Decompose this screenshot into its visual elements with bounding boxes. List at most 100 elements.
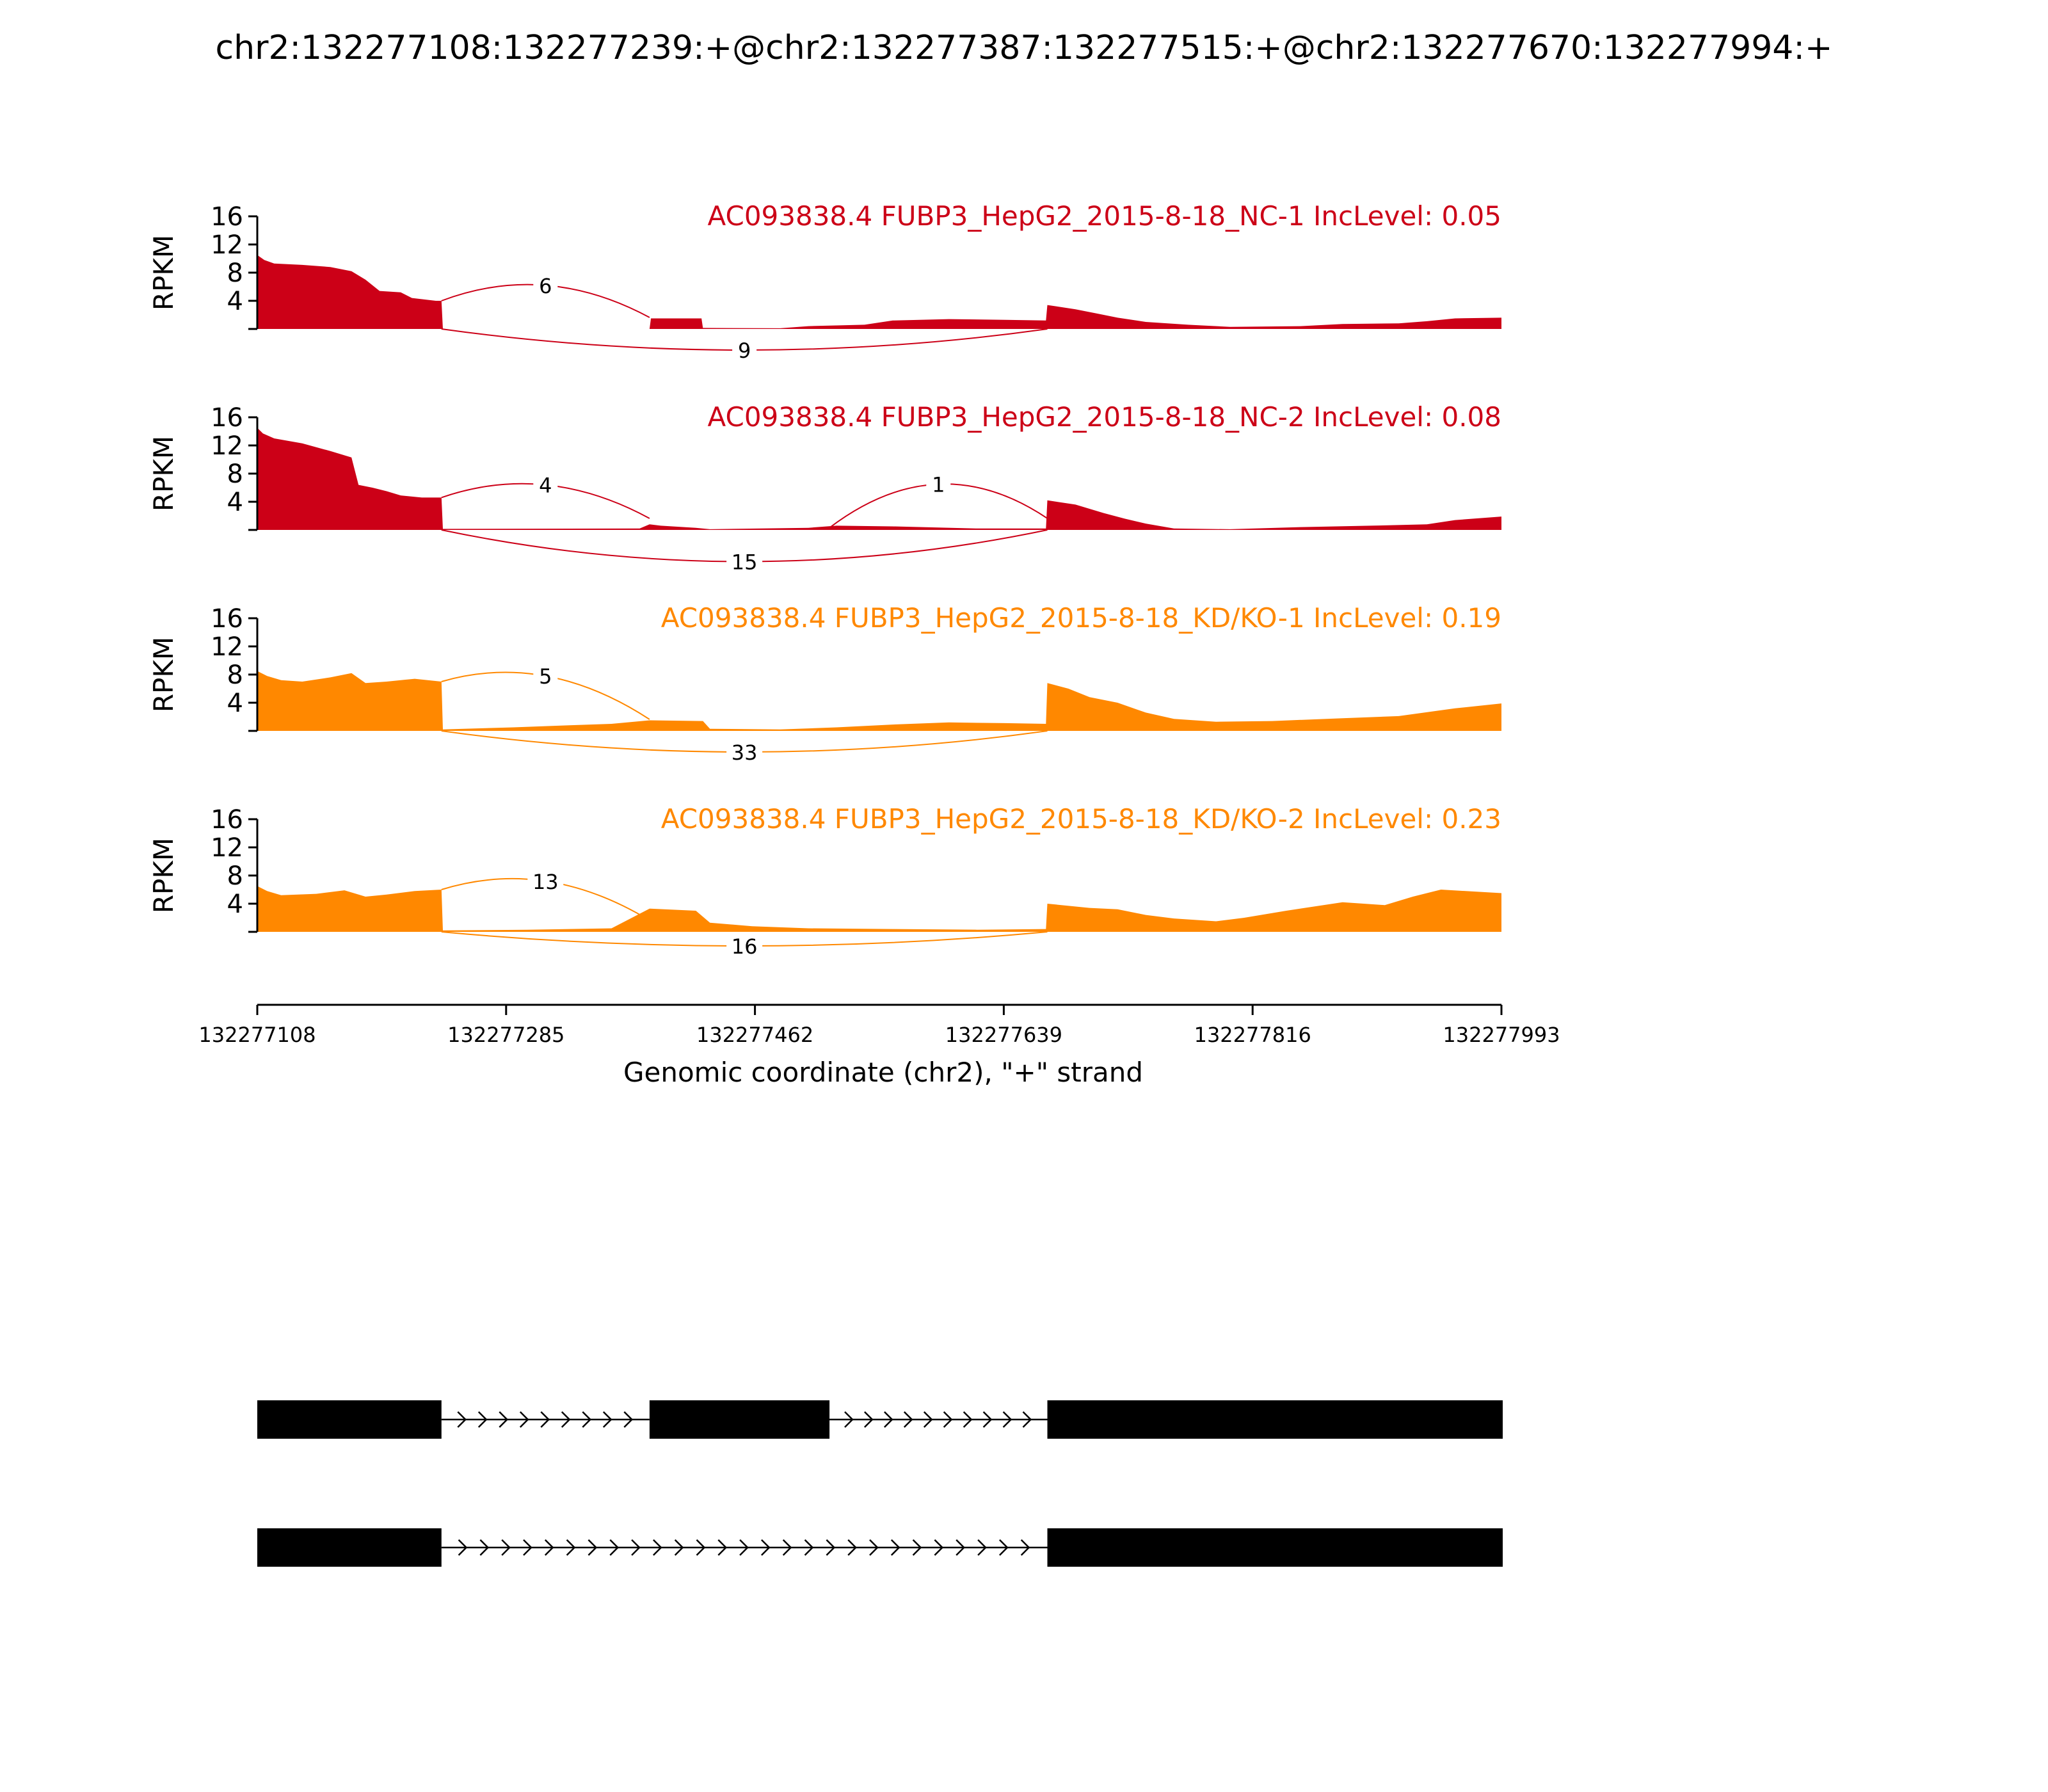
strand-arrow xyxy=(826,1539,836,1556)
strand-arrow xyxy=(999,1539,1009,1556)
strand-arrow xyxy=(943,1411,953,1428)
isoform-structures xyxy=(257,1400,1503,1567)
exon-block xyxy=(1047,1400,1503,1439)
y-tick-label: 16 xyxy=(211,805,243,835)
strand-arrow xyxy=(963,1411,973,1428)
strand-arrow xyxy=(696,1539,706,1556)
strand-arrow xyxy=(1020,1539,1030,1556)
strand-arrow xyxy=(761,1539,771,1556)
isoform-2 xyxy=(257,1528,1503,1567)
genomic-x-axis: Genomic coordinate (chr2), "+" strand 13… xyxy=(198,1004,1560,1088)
strand-arrow xyxy=(623,1411,634,1428)
y-tick-label: 12 xyxy=(211,632,243,662)
y-tick-label: 4 xyxy=(227,287,243,316)
strand-arrow xyxy=(903,1411,913,1428)
strand-arrow xyxy=(582,1411,592,1428)
strand-arrow xyxy=(674,1539,684,1556)
junction-count: 33 xyxy=(732,740,758,765)
track-label: AC093838.4 FUBP3_HepG2_2015-8-18_NC-1 In… xyxy=(708,200,1502,232)
y-tick-label: 8 xyxy=(227,861,243,891)
y-tick-label: 16 xyxy=(211,403,243,433)
junction-count: 15 xyxy=(732,550,758,575)
strand-arrow xyxy=(864,1411,874,1428)
strand-arrow xyxy=(884,1411,893,1428)
strand-arrow xyxy=(499,1411,509,1428)
exon-block xyxy=(1047,1528,1503,1567)
y-tick-label: 4 xyxy=(227,689,243,718)
junction-label-bg xyxy=(732,336,757,364)
coverage-area xyxy=(257,255,1501,329)
strand-arrow xyxy=(588,1539,598,1556)
junction-label-bg xyxy=(726,547,763,576)
strand-arrow xyxy=(804,1539,814,1556)
coverage-area xyxy=(257,428,1501,530)
strand-arrow xyxy=(912,1539,922,1556)
x-tick-label: 132277639 xyxy=(945,1023,1062,1047)
junction-label-bg xyxy=(533,470,558,499)
strand-arrow xyxy=(739,1539,749,1556)
strand-arrow xyxy=(602,1411,612,1428)
junction-count: 6 xyxy=(539,274,552,298)
strand-arrow xyxy=(890,1539,900,1556)
strand-arrow xyxy=(869,1539,879,1556)
junction-label-bg xyxy=(926,470,951,499)
y-tick-label: 8 xyxy=(227,660,243,690)
y-axis-label: RPKM xyxy=(148,436,179,511)
y-axis-label: RPKM xyxy=(148,637,179,712)
strand-arrow xyxy=(566,1539,576,1556)
isoform-1 xyxy=(257,1400,1503,1439)
strand-arrow xyxy=(923,1411,933,1428)
x-tick-label: 132277462 xyxy=(696,1023,813,1047)
strand-arrow xyxy=(717,1539,728,1556)
x-tick-label: 132277108 xyxy=(198,1023,316,1047)
strand-arrow xyxy=(458,1539,468,1556)
strand-arrow xyxy=(501,1539,511,1556)
strand-arrow xyxy=(844,1411,854,1428)
y-tick-label: 16 xyxy=(211,604,243,634)
strand-arrow xyxy=(561,1411,571,1428)
junction-label-bg xyxy=(726,738,763,766)
strand-arrow xyxy=(519,1411,529,1428)
y-tick-label: 12 xyxy=(211,833,243,863)
junction-label-bg xyxy=(726,932,763,960)
junction-count: 5 xyxy=(539,664,552,689)
strand-arrow xyxy=(523,1539,532,1556)
x-tick-label: 132277993 xyxy=(1443,1023,1560,1047)
chart-title: chr2:132277108:132277239:+@chr2:13227738… xyxy=(216,29,1833,67)
junction-count: 9 xyxy=(738,339,751,363)
strand-arrow xyxy=(977,1539,987,1556)
x-tick-label: 132277816 xyxy=(1194,1023,1311,1047)
x-axis-label: Genomic coordinate (chr2), "+" strand xyxy=(623,1057,1143,1088)
coverage-area xyxy=(257,886,1501,932)
y-tick-label: 12 xyxy=(211,230,243,260)
junction-label-bg xyxy=(527,867,564,895)
strand-arrow xyxy=(477,1411,488,1428)
strand-arrow xyxy=(847,1539,857,1556)
y-tick-label: 4 xyxy=(227,890,243,919)
track-label: AC093838.4 FUBP3_HepG2_2015-8-18_KD/KO-1… xyxy=(661,602,1501,634)
junction-label-bg xyxy=(533,271,558,300)
y-tick-label: 12 xyxy=(211,431,243,461)
y-tick-label: 8 xyxy=(227,460,243,489)
strand-arrow xyxy=(956,1539,965,1556)
junction-count: 13 xyxy=(532,870,559,894)
strand-arrow xyxy=(1022,1411,1032,1428)
x-tick-label: 132277285 xyxy=(447,1023,564,1047)
junction-count: 16 xyxy=(732,934,758,959)
y-tick-label: 16 xyxy=(211,202,243,232)
strand-arrow xyxy=(609,1539,620,1556)
strand-arrow xyxy=(982,1411,993,1428)
strand-arrow xyxy=(934,1539,944,1556)
exon-block xyxy=(257,1400,442,1439)
strand-arrow xyxy=(457,1411,467,1428)
y-axis-label: RPKM xyxy=(148,235,179,310)
y-tick-label: 8 xyxy=(227,259,243,288)
exon-block xyxy=(649,1400,830,1439)
strand-arrow xyxy=(544,1539,554,1556)
